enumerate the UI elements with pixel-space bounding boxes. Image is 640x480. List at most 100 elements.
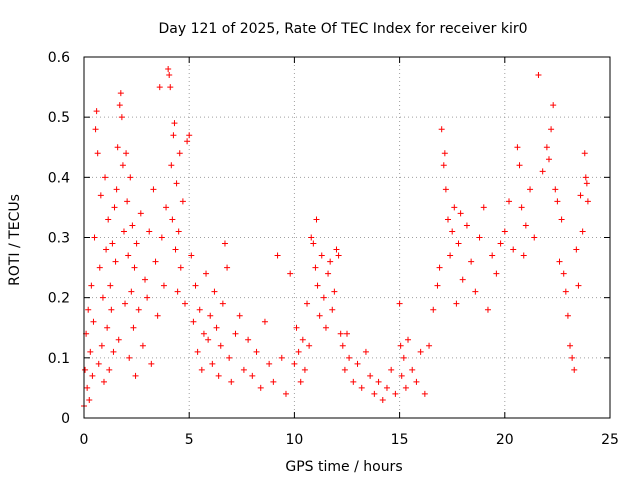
data-point bbox=[146, 228, 153, 235]
y-tick-label: 0.5 bbox=[48, 110, 70, 126]
data-point bbox=[192, 282, 199, 289]
data-point bbox=[556, 258, 563, 265]
data-point bbox=[558, 216, 565, 223]
data-point bbox=[510, 246, 517, 253]
data-point bbox=[110, 348, 117, 355]
data-point bbox=[109, 240, 116, 247]
data-point bbox=[354, 360, 361, 367]
data-point bbox=[400, 354, 407, 361]
data-point bbox=[82, 366, 89, 373]
data-point bbox=[148, 360, 155, 367]
data-point bbox=[105, 216, 112, 223]
data-point bbox=[249, 372, 256, 379]
data-point bbox=[329, 306, 336, 313]
data-point bbox=[127, 174, 134, 181]
data-point bbox=[313, 216, 320, 223]
data-point bbox=[132, 372, 139, 379]
data-point bbox=[171, 120, 178, 127]
data-point bbox=[297, 378, 304, 385]
y-axis-label: ROTI / TECUs bbox=[7, 194, 23, 286]
data-point bbox=[375, 378, 382, 385]
data-point bbox=[91, 234, 98, 241]
data-point bbox=[383, 384, 390, 391]
y-tick-label: 0.4 bbox=[48, 170, 70, 186]
data-point bbox=[552, 186, 559, 193]
data-point bbox=[119, 162, 126, 169]
data-point bbox=[163, 204, 170, 211]
data-point bbox=[548, 126, 555, 133]
data-point bbox=[325, 270, 332, 277]
data-point bbox=[497, 240, 504, 247]
data-point bbox=[337, 330, 344, 337]
data-point bbox=[560, 270, 567, 277]
data-point bbox=[112, 258, 119, 265]
data-point bbox=[209, 360, 216, 367]
data-point bbox=[177, 264, 184, 271]
data-point bbox=[165, 66, 172, 73]
data-point bbox=[582, 174, 589, 181]
data-point bbox=[476, 234, 483, 241]
data-point bbox=[245, 336, 252, 343]
data-point bbox=[438, 126, 445, 133]
data-point bbox=[493, 270, 500, 277]
data-point bbox=[335, 252, 342, 259]
data-point bbox=[133, 240, 140, 247]
data-point bbox=[97, 192, 104, 199]
data-point bbox=[108, 306, 115, 313]
data-point bbox=[413, 378, 420, 385]
data-point bbox=[217, 342, 224, 349]
data-point bbox=[301, 366, 308, 373]
data-point bbox=[205, 336, 212, 343]
data-point bbox=[103, 246, 110, 253]
data-point bbox=[228, 378, 235, 385]
data-point bbox=[295, 348, 302, 355]
data-point bbox=[371, 390, 378, 397]
data-point bbox=[398, 372, 405, 379]
data-point bbox=[304, 300, 311, 307]
data-point bbox=[564, 312, 571, 319]
x-tick-label: 15 bbox=[391, 432, 409, 448]
y-tick-label: 0 bbox=[61, 411, 70, 427]
data-point bbox=[291, 360, 298, 367]
data-point bbox=[468, 258, 475, 265]
grid-lines bbox=[84, 57, 610, 418]
data-point bbox=[226, 354, 233, 361]
data-point bbox=[274, 252, 281, 259]
data-point bbox=[545, 156, 552, 163]
x-axis-label: GPS time / hours bbox=[285, 459, 402, 475]
x-tick-label: 5 bbox=[185, 432, 194, 448]
data-point bbox=[442, 186, 449, 193]
data-point bbox=[583, 180, 590, 187]
data-point bbox=[139, 342, 146, 349]
data-point bbox=[123, 150, 130, 157]
x-tick-label: 25 bbox=[601, 432, 619, 448]
data-point bbox=[293, 324, 300, 331]
data-point bbox=[166, 72, 173, 79]
data-point bbox=[198, 366, 205, 373]
data-point bbox=[417, 348, 424, 355]
data-point bbox=[327, 258, 334, 265]
chart-title: Day 121 of 2025, Rate Of TEC Index for r… bbox=[158, 21, 527, 37]
data-point bbox=[95, 360, 102, 367]
data-point bbox=[573, 246, 580, 253]
data-point bbox=[392, 390, 399, 397]
data-point bbox=[434, 282, 441, 289]
data-point bbox=[341, 366, 348, 373]
data-point bbox=[306, 342, 313, 349]
data-point bbox=[358, 384, 365, 391]
data-point bbox=[124, 198, 131, 205]
data-point bbox=[122, 300, 129, 307]
data-point bbox=[168, 162, 175, 169]
data-point bbox=[128, 288, 135, 295]
data-point bbox=[240, 366, 247, 373]
data-point bbox=[436, 264, 443, 271]
data-point bbox=[129, 222, 136, 229]
data-point bbox=[409, 366, 416, 373]
data-point bbox=[190, 318, 197, 325]
data-point bbox=[135, 306, 142, 313]
data-point bbox=[236, 312, 243, 319]
data-point bbox=[174, 288, 181, 295]
data-point bbox=[253, 348, 260, 355]
data-point bbox=[449, 228, 456, 235]
data-point bbox=[196, 306, 203, 313]
